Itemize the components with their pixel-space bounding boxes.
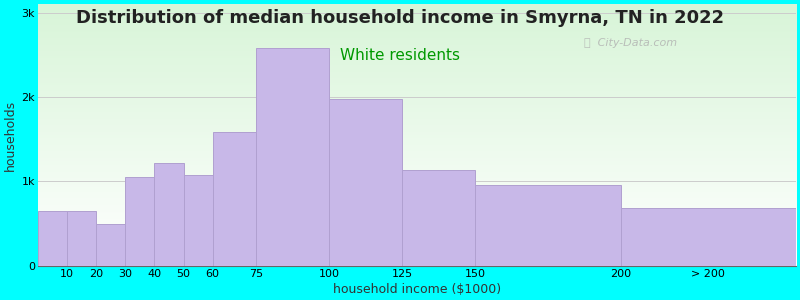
Bar <box>183 175 213 266</box>
Bar <box>126 177 154 266</box>
Bar <box>475 185 621 266</box>
Bar <box>38 211 67 266</box>
Bar <box>96 224 126 266</box>
Bar <box>330 99 402 266</box>
Text: Distribution of median household income in Smyrna, TN in 2022: Distribution of median household income … <box>76 9 724 27</box>
Bar <box>402 170 475 266</box>
Bar <box>621 208 796 266</box>
Y-axis label: households: households <box>4 100 17 171</box>
Text: White residents: White residents <box>340 48 460 63</box>
Bar <box>213 133 257 266</box>
X-axis label: household income ($1000): household income ($1000) <box>333 283 501 296</box>
Bar <box>154 163 183 266</box>
Bar <box>257 48 330 266</box>
Text: ⓘ  City-Data.com: ⓘ City-Data.com <box>583 38 677 48</box>
Bar <box>67 211 96 266</box>
